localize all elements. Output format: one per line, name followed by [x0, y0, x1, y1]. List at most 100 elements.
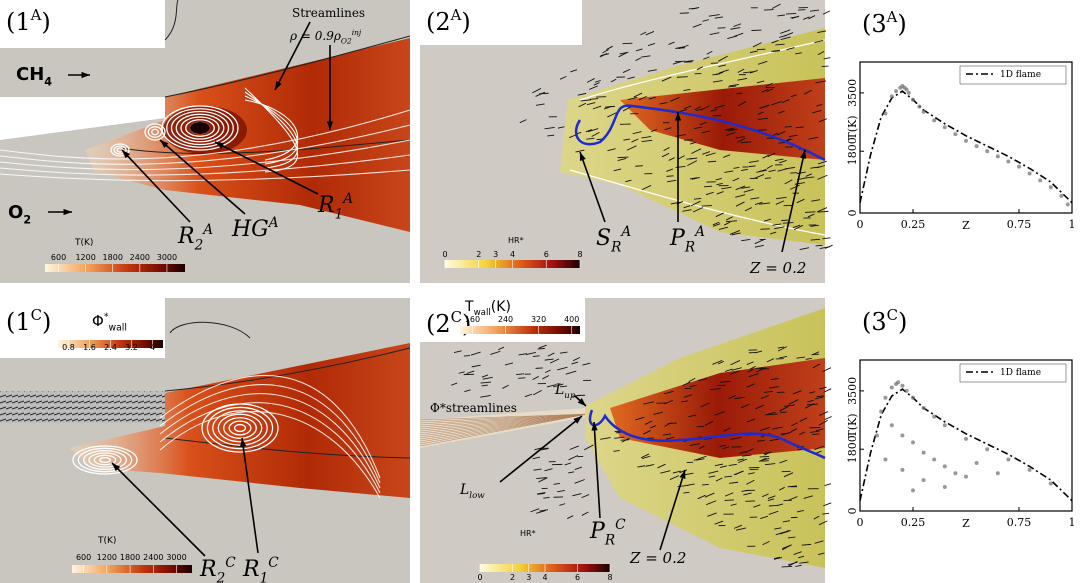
velocity-vector	[754, 201, 763, 206]
panel-label-sup: A	[886, 8, 898, 26]
velocity-vector	[706, 500, 717, 506]
velocity-vector	[780, 36, 791, 40]
velocity-vector	[559, 503, 566, 506]
colorbar-tick-label: 0.8	[62, 343, 75, 352]
flame-field	[85, 38, 410, 232]
inlet-label-base: CH	[16, 64, 44, 85]
panel-label: (2A)	[426, 6, 471, 36]
velocity-vector	[781, 99, 790, 104]
velocity-vector	[814, 540, 824, 544]
streamline	[0, 109, 411, 160]
velocity-vector	[532, 355, 540, 357]
annotation: HGA	[231, 215, 279, 242]
velocity-vector	[542, 375, 550, 380]
annotation: SRA	[596, 224, 631, 256]
panel-label-tail: )	[897, 10, 906, 38]
streamline	[99, 457, 111, 463]
scatter-point	[906, 90, 911, 95]
scatter-point	[942, 423, 947, 428]
panel-label-sup: A	[450, 6, 462, 24]
velocity-vector	[482, 376, 493, 380]
velocity-vector	[790, 184, 800, 190]
velocity-vector	[660, 470, 671, 474]
velocity-vector	[757, 111, 764, 115]
velocity-vector	[776, 503, 784, 507]
velocity-vector	[807, 399, 814, 403]
velocity-vector	[683, 205, 691, 209]
velocity-vector	[728, 463, 737, 467]
velocity-vector	[783, 404, 795, 407]
velocity-vector	[755, 174, 765, 179]
velocity-vector	[724, 170, 734, 173]
velocity-vector	[689, 384, 697, 388]
velocity-vector	[627, 96, 638, 101]
legend-box	[959, 363, 1067, 383]
velocity-vector	[719, 445, 726, 447]
velocity-vector	[538, 344, 547, 349]
colorbar-tick-label: 4	[542, 573, 547, 582]
velocity-vector	[718, 226, 728, 230]
velocity-vector	[720, 380, 731, 383]
velocity-vector	[749, 50, 758, 54]
velocity-vector	[737, 68, 745, 73]
colorbar-tick-label: 3	[493, 250, 498, 259]
velocity-vector	[680, 400, 688, 403]
velocity-vector	[758, 457, 767, 462]
iso-line	[169, 321, 251, 339]
velocity-vector	[578, 102, 587, 108]
velocity-vector	[792, 224, 801, 228]
velocity-vector	[714, 411, 725, 416]
panel-label-base: (2	[426, 8, 451, 36]
velocity-vector	[731, 367, 742, 371]
velocity-vector	[799, 417, 808, 422]
scatter-point	[942, 125, 947, 130]
velocity-vector	[805, 173, 812, 177]
scatter-point	[1027, 171, 1032, 176]
scatter-point	[1048, 185, 1053, 190]
velocity-vector	[771, 39, 779, 44]
velocity-vector	[722, 446, 730, 450]
wall-streamline	[419, 413, 589, 421]
velocity-vector	[777, 110, 785, 114]
colorbar-title-base: Φ	[92, 312, 104, 330]
wall-streamline	[419, 413, 589, 443]
velocity-vector	[600, 53, 610, 56]
annotation-base: P	[669, 226, 686, 251]
annotation-sup: A	[201, 222, 213, 238]
velocity-vector	[532, 456, 541, 460]
wall-streamline	[419, 413, 589, 429]
scatter-point	[932, 118, 937, 123]
colorbar-title: Φ*wall	[92, 312, 127, 334]
velocity-vector	[746, 479, 755, 485]
velocity-vector	[657, 463, 666, 469]
velocity-vector	[761, 88, 769, 93]
velocity-vector	[743, 492, 752, 496]
velocity-vector	[822, 367, 832, 373]
scatter-point	[995, 154, 1000, 159]
velocity-vector	[788, 134, 798, 138]
velocity-vector	[716, 191, 724, 195]
colorbar-tick-label: 240	[498, 315, 513, 324]
annotation-sup: inj	[352, 28, 362, 37]
annotation-sup: A	[341, 191, 353, 207]
iso-line	[164, 347, 411, 392]
scatter-point	[964, 474, 968, 479]
velocity-vector	[568, 471, 575, 474]
scatter-point	[889, 423, 894, 428]
pointer-head	[577, 398, 586, 406]
streamline	[144, 123, 166, 141]
scatter-point	[1006, 159, 1011, 164]
velocity-vector	[811, 351, 820, 356]
velocity-vector	[809, 9, 819, 12]
velocity-vector	[790, 16, 799, 19]
velocity-vector	[662, 433, 672, 436]
plot-frame	[859, 61, 1073, 214]
velocity-vector	[532, 376, 539, 381]
scatter-point	[883, 457, 888, 462]
velocity-vector	[667, 179, 677, 183]
annotation: R1A	[317, 191, 353, 223]
velocity-vector	[607, 112, 617, 118]
velocity-vector	[787, 536, 796, 539]
velocity-vector	[814, 445, 825, 451]
streamline	[72, 445, 138, 475]
